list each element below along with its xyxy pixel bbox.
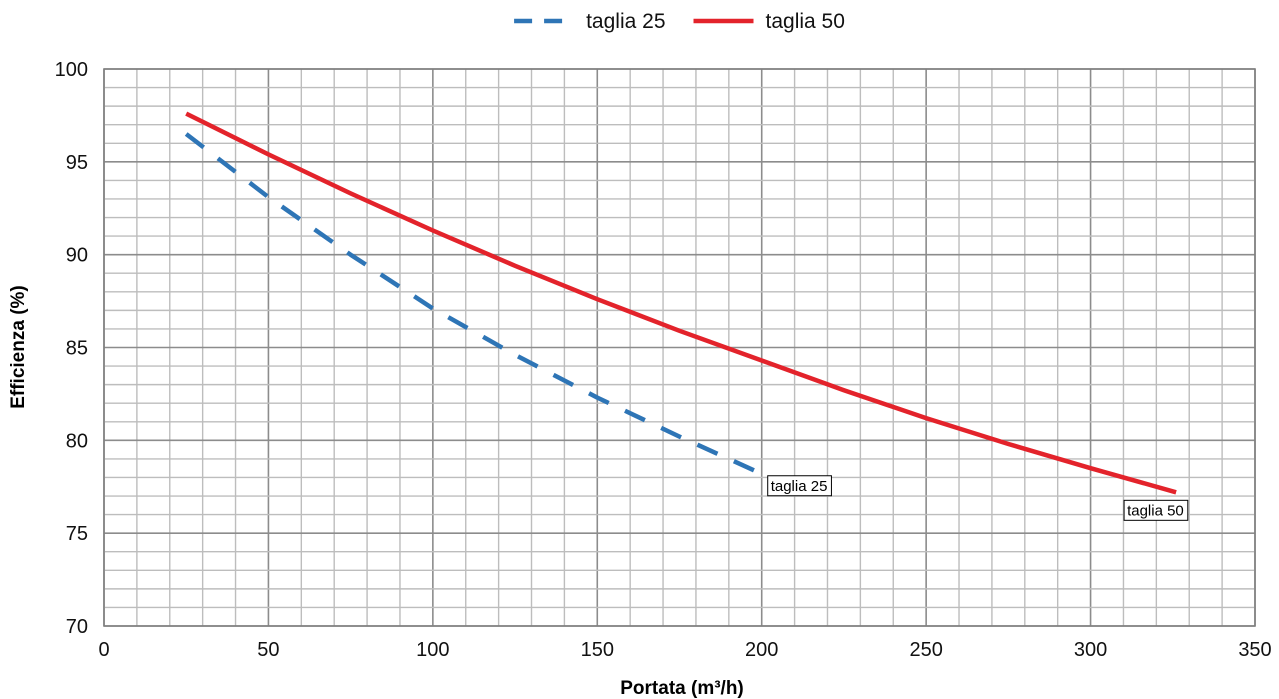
end-label-text: taglia 50 — [1127, 502, 1184, 519]
y-tick-label: 95 — [66, 152, 88, 174]
x-tick-label: 200 — [745, 639, 778, 661]
end-label-1: taglia 25 — [767, 475, 832, 497]
series-lines — [184, 111, 1177, 495]
x-axis-title: Portata (m³/h) — [620, 678, 744, 699]
x-tick-label: 150 — [581, 639, 614, 661]
x-tick-label: 250 — [909, 639, 942, 661]
legend-item-2: taglia 50 — [693, 10, 845, 33]
tick-labels: 0 50 100 150 200 250 300 350 70 75 80 85 90 95 100 — [55, 59, 1272, 661]
plot-border — [103, 68, 1256, 627]
y-tick-label: 75 — [66, 523, 88, 545]
grid — [103, 68, 1256, 627]
end-labels: taglia 25 taglia 50 — [767, 475, 1189, 521]
end-label-box — [767, 475, 832, 497]
x-tick-label: 50 — [257, 639, 279, 661]
x-tick-label: 0 — [98, 639, 109, 661]
y-tick-label: 100 — [55, 59, 88, 81]
end-label-text: taglia 25 — [771, 478, 828, 495]
x-tick-label: 350 — [1238, 639, 1271, 661]
y-tick-label: 70 — [66, 616, 88, 638]
legend: taglia 25 taglia 50 — [514, 10, 845, 33]
y-tick-label: 85 — [66, 338, 88, 360]
x-tick-label: 300 — [1074, 639, 1107, 661]
end-label-2: taglia 50 — [1123, 499, 1189, 521]
legend-label: taglia 25 — [586, 10, 665, 33]
y-axis-title: Efficienza (%) — [8, 285, 29, 409]
legend-label: taglia 50 — [766, 10, 845, 33]
legend-item-1: taglia 25 — [514, 10, 666, 33]
x-tick-label: 100 — [416, 639, 449, 661]
series-line-2 — [185, 111, 1177, 495]
y-tick-label: 80 — [66, 430, 88, 452]
series-line-1 — [184, 132, 763, 476]
end-label-box — [1123, 499, 1189, 521]
y-tick-label: 90 — [66, 245, 88, 267]
